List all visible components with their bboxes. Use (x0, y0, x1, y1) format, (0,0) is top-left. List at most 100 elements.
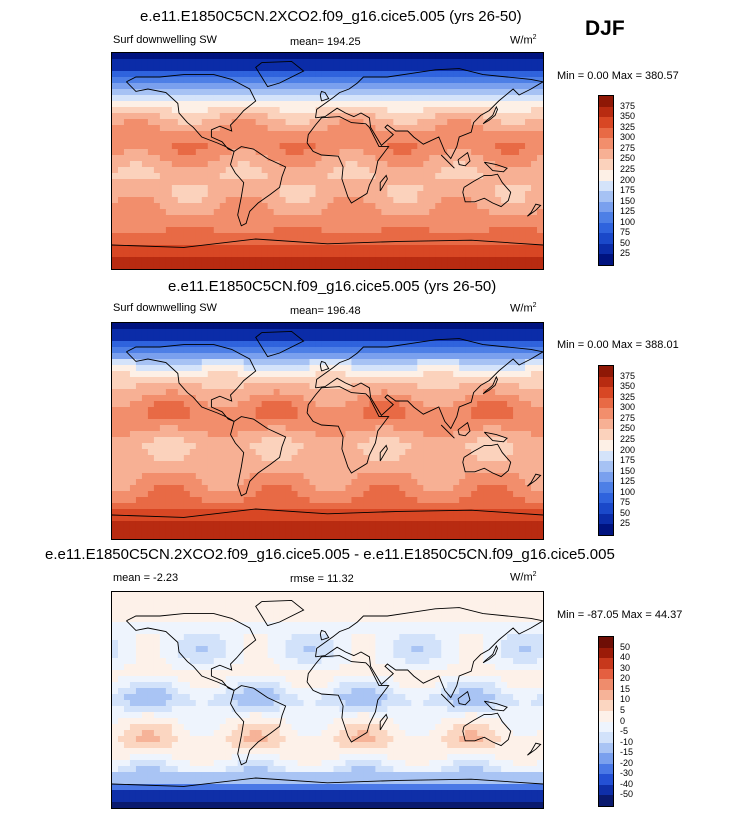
map-cell (153, 347, 161, 354)
map-cell (327, 167, 335, 174)
map-cell (411, 125, 418, 132)
map-cell (171, 209, 179, 216)
colorbar-tick-label: 175 (620, 185, 636, 196)
map-cell (441, 389, 448, 396)
map-cell (351, 167, 359, 174)
map-cell (159, 497, 167, 504)
map-cell (261, 53, 269, 60)
map-cell (465, 167, 472, 174)
map-cell (207, 371, 215, 378)
map-cell (351, 155, 359, 162)
map-cell (351, 119, 359, 126)
map-cell (315, 341, 323, 348)
map-cell (525, 71, 532, 78)
map-cell (381, 185, 388, 192)
map-cell (195, 371, 203, 378)
map-cell (477, 245, 484, 252)
map-cell (381, 209, 388, 216)
map-cell (219, 443, 227, 450)
map-cell (357, 359, 365, 366)
map-cell (213, 473, 221, 480)
map-cell (201, 233, 209, 240)
map-cell (393, 83, 400, 90)
map-cell (357, 263, 365, 269)
map-cell (483, 449, 490, 456)
map-cell (237, 155, 245, 162)
map-cell (537, 173, 543, 180)
map-cell (399, 83, 406, 90)
map-cell (225, 479, 233, 486)
map-cell (501, 197, 508, 204)
map-cell (387, 173, 394, 180)
map-cell (429, 251, 436, 258)
map-cell (531, 365, 538, 372)
map-cell (483, 215, 490, 222)
map-cell (381, 191, 388, 198)
map-cell (159, 419, 167, 426)
map-cell (213, 431, 221, 438)
map-cell (117, 257, 125, 264)
map-cell (513, 209, 520, 216)
map-cell (195, 437, 203, 444)
map-cell (225, 155, 233, 162)
map-cell (387, 113, 394, 120)
map-cell (417, 149, 424, 156)
colorbar-swatch (599, 180, 613, 192)
map-cell (411, 89, 418, 96)
map-cell (519, 353, 526, 360)
map-cell (321, 233, 329, 240)
map-cell (213, 185, 221, 192)
map-cell (201, 407, 209, 414)
map-cell (165, 389, 173, 396)
map-cell (153, 197, 161, 204)
map-cell (441, 107, 448, 114)
map-cell (291, 167, 299, 174)
map-cell (249, 401, 257, 408)
map-cell (441, 185, 448, 192)
map-cell (489, 131, 496, 138)
map-cell (201, 329, 209, 336)
map-cell (285, 413, 293, 420)
map-cell (345, 347, 353, 354)
map-cell (501, 215, 508, 222)
map-cell (381, 323, 388, 330)
map-cell (147, 203, 155, 210)
map-cell (489, 389, 496, 396)
map-cell (537, 431, 543, 438)
map-cell (195, 77, 203, 84)
map-cell (363, 347, 371, 354)
map-cell (393, 71, 400, 78)
map-cell (201, 455, 209, 462)
map-cell (405, 419, 412, 426)
map-cell (345, 413, 353, 420)
map-cell (159, 503, 167, 510)
map-cell (399, 401, 406, 408)
map-cell (201, 221, 209, 228)
map-cell (459, 425, 466, 432)
map-cell (225, 401, 233, 408)
map-cell (501, 479, 508, 486)
map-cell (441, 485, 448, 492)
map-cell (513, 149, 520, 156)
map-cell (483, 149, 490, 156)
map-cell (435, 221, 442, 228)
map-cell (195, 359, 203, 366)
map-cell (537, 53, 543, 60)
map-cell (129, 329, 137, 336)
map-cell (177, 497, 185, 504)
map-cell (477, 65, 484, 72)
map-cell (171, 383, 179, 390)
map-cell (225, 329, 233, 336)
map-cell (333, 155, 341, 162)
map-cell (513, 365, 520, 372)
map-cell (459, 161, 466, 168)
map-cell (375, 419, 382, 426)
map-cell (381, 77, 388, 84)
map-cell (513, 125, 520, 132)
map-cell (405, 101, 412, 108)
map-cell (459, 221, 466, 228)
map-cell (141, 389, 149, 396)
map-cell (285, 221, 293, 228)
map-cell (327, 197, 335, 204)
map-cell (171, 353, 179, 360)
